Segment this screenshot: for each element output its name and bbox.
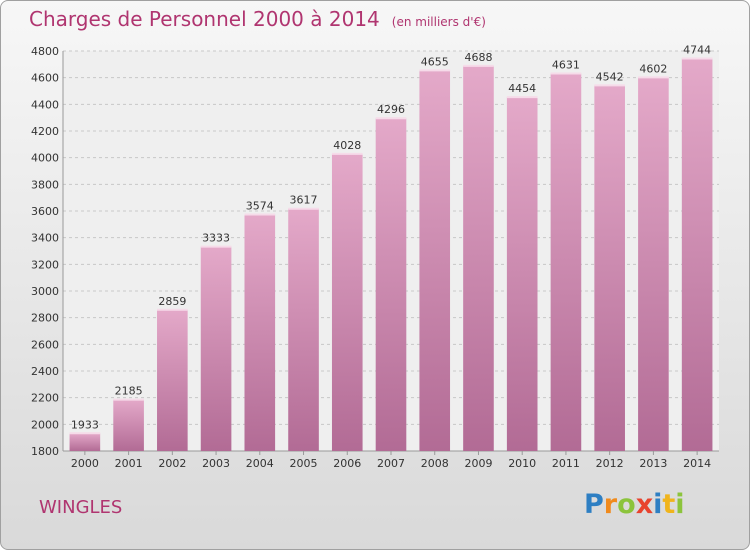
y-tick-label: 3200 <box>31 258 59 271</box>
y-tick-label: 3400 <box>31 232 59 245</box>
data-label: 4296 <box>377 103 405 116</box>
bar-2003 <box>200 246 232 451</box>
bar-2014 <box>681 58 713 451</box>
x-tick-label: 2009 <box>464 457 492 470</box>
data-label: 4454 <box>508 82 536 95</box>
x-tick-label: 2010 <box>508 457 536 470</box>
data-label: 3617 <box>290 194 318 207</box>
bar-2000 <box>69 433 101 451</box>
x-tick-label: 2003 <box>202 457 230 470</box>
y-tick-label: 2400 <box>31 365 59 378</box>
y-tick-label: 4000 <box>31 152 59 165</box>
y-tick-label: 4600 <box>31 72 59 85</box>
bar-2010 <box>506 97 538 451</box>
x-tick-label: 2013 <box>639 457 667 470</box>
data-label: 2859 <box>158 295 186 308</box>
logo-letter: i <box>653 489 663 520</box>
data-label: 4028 <box>333 139 361 152</box>
data-label: 4744 <box>683 43 711 56</box>
chart-title-text: Charges de Personnel 2000 à 2014 <box>29 7 380 31</box>
bar-2011 <box>550 73 582 452</box>
x-tick-label: 2012 <box>596 457 624 470</box>
y-tick-label: 4800 <box>31 45 59 58</box>
logo-letter: x <box>635 489 654 520</box>
x-tick-label: 2011 <box>552 457 580 470</box>
x-tick-label: 2007 <box>377 457 405 470</box>
bar-2008 <box>419 70 451 451</box>
logo-letter: i <box>675 489 685 520</box>
y-tick-label: 2800 <box>31 312 59 325</box>
bar-2013 <box>638 77 669 452</box>
x-tick-label: 2001 <box>115 457 143 470</box>
x-tick-label: 2006 <box>333 457 361 470</box>
data-label: 2185 <box>115 385 143 398</box>
y-tick-label: 2200 <box>31 392 59 405</box>
y-tick-label: 3800 <box>31 178 59 191</box>
x-tick-label: 2005 <box>290 457 318 470</box>
y-tick-label: 3000 <box>31 285 59 298</box>
logo-letter: t <box>662 489 676 520</box>
chart-unit: (en milliers d'€) <box>391 15 486 29</box>
proxiti-logo: Proxiti <box>584 489 685 520</box>
y-tick-label: 2000 <box>31 418 59 431</box>
x-tick-label: 2014 <box>683 457 711 470</box>
bar-2001 <box>113 399 144 451</box>
bar-2005 <box>288 208 319 451</box>
bar-2007 <box>375 118 407 451</box>
chart-title: Charges de Personnel 2000 à 2014 (en mill… <box>29 7 486 31</box>
bar-2012 <box>594 85 625 452</box>
logo-letter: P <box>584 489 604 520</box>
data-label: 4655 <box>421 55 449 68</box>
y-tick-label: 4200 <box>31 125 59 138</box>
data-label: 4542 <box>596 70 624 83</box>
bar-2009 <box>463 65 494 451</box>
logo-letter: o <box>617 489 636 520</box>
y-tick-label: 2600 <box>31 338 59 351</box>
x-tick-label: 2008 <box>421 457 449 470</box>
data-label: 1933 <box>71 418 99 431</box>
bar-2002 <box>157 309 188 451</box>
y-tick-label: 1800 <box>31 445 59 458</box>
y-tick-label: 3600 <box>31 205 59 218</box>
data-label: 4631 <box>552 59 580 72</box>
data-label: 3574 <box>246 199 274 212</box>
x-tick-label: 2000 <box>71 457 99 470</box>
bar-2006 <box>331 153 363 451</box>
bar-2004 <box>244 214 276 451</box>
logo-letter: r <box>603 489 618 520</box>
data-label: 4688 <box>464 51 492 64</box>
data-label: 4602 <box>639 62 667 75</box>
x-tick-label: 2004 <box>246 457 274 470</box>
city-name: WINGLES <box>39 497 123 518</box>
y-tick-label: 4400 <box>31 98 59 111</box>
x-tick-label: 2002 <box>158 457 186 470</box>
data-label: 3333 <box>202 232 230 245</box>
